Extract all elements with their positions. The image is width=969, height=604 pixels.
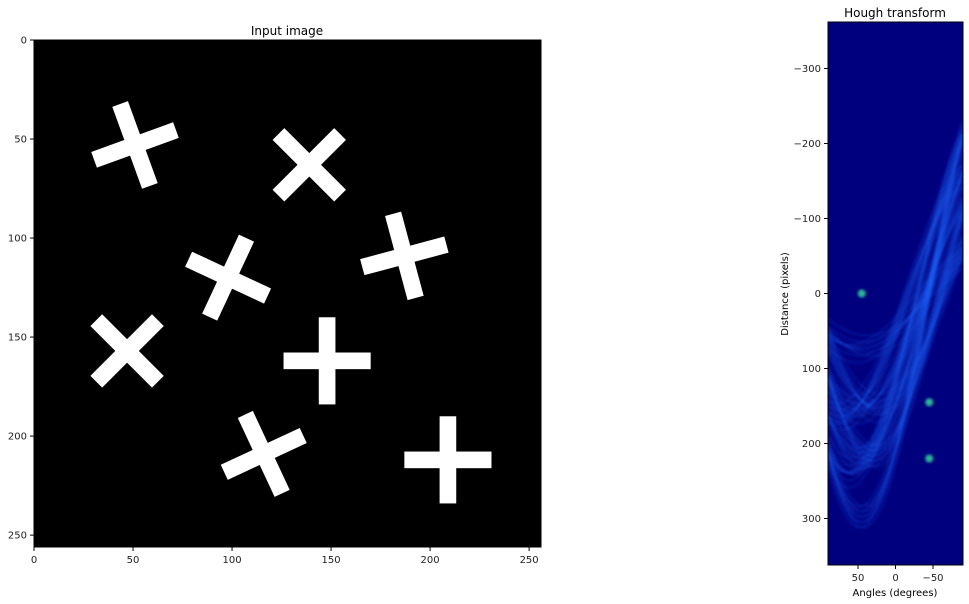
hough-curves-layer (828, 119, 963, 529)
cross-shape (90, 314, 164, 388)
x-tick-label: 0 (31, 555, 37, 566)
cross-shape (185, 234, 272, 321)
input-image-background (34, 40, 541, 547)
y-tick-label: 0 (21, 36, 27, 47)
hough-x-tick-label: −50 (922, 573, 943, 584)
input-image-frame (33, 39, 542, 548)
hough-y-tick-label: 300 (802, 514, 821, 525)
cross-bar-vertical (202, 234, 255, 321)
cross-bar-vertical (318, 317, 336, 405)
cross-shape (360, 211, 449, 301)
input-image-axes: 0 50 100 150 200 250 0 50 100 150 200 250 (8, 36, 542, 566)
hough-panel: Hough transform 50 0 −50 −300 −200 −100 0 100 20… (780, 6, 964, 599)
cross-shape (91, 101, 179, 189)
x-tick-label: 50 (127, 555, 140, 566)
cross-bar-vertical (90, 314, 164, 388)
x-tick-label: 200 (421, 555, 440, 566)
hough-y-tick-label: −100 (794, 214, 821, 225)
y-tick-label: 50 (14, 135, 27, 146)
cross-bar-vertical (237, 410, 290, 497)
cross-bar-vertical (272, 128, 346, 202)
y-tick-label: 150 (8, 333, 27, 344)
cross-bar-vertical (385, 211, 424, 301)
hough-y-tick-label: −200 (794, 139, 821, 150)
hough-curve (828, 134, 963, 529)
hough-x-tick-label: 50 (852, 573, 865, 584)
hough-y-tick-label: 0 (815, 289, 821, 300)
hough-xlabel: Angles (degrees) (853, 588, 938, 599)
x-tick-label: 100 (223, 555, 242, 566)
cross-shape (404, 416, 492, 504)
hough-axes: 50 0 −50 −300 −200 −100 0 100 200 300 (794, 21, 964, 584)
cross-shape (283, 317, 371, 405)
hough-peak (925, 398, 934, 407)
hough-curve (828, 122, 963, 489)
hough-curve (828, 119, 963, 529)
x-tick-label: 250 (520, 555, 539, 566)
hough-curve (828, 142, 963, 476)
hough-y-tick-label: 100 (802, 364, 821, 375)
x-tick-label: 150 (322, 555, 341, 566)
cross-bar-vertical (112, 101, 158, 189)
hough-peak (925, 454, 934, 463)
cross-bar-vertical (439, 416, 457, 504)
hough-x-tick-label: 0 (892, 573, 898, 584)
hough-curve (828, 209, 963, 408)
y-tick-label: 250 (8, 531, 27, 542)
cross-shape (272, 128, 346, 202)
hough-y-tick-label: 200 (802, 439, 821, 450)
cross-shape (220, 410, 307, 497)
y-tick-label: 200 (8, 432, 27, 443)
hough-ylabel: Distance (pixels) (780, 252, 791, 336)
crosses-layer (90, 101, 492, 504)
input-image-title: Input image (251, 24, 323, 38)
y-tick-label: 100 (8, 234, 27, 245)
hough-y-tick-label: −300 (794, 64, 821, 75)
hough-sinusoids (828, 119, 963, 529)
hough-title: Hough transform (844, 6, 946, 20)
input-image-panel: Input image 0 50 100 150 200 250 0 50 100 150 200 2… (8, 24, 542, 566)
hough-curve (828, 171, 963, 470)
hough-peak (857, 289, 866, 298)
